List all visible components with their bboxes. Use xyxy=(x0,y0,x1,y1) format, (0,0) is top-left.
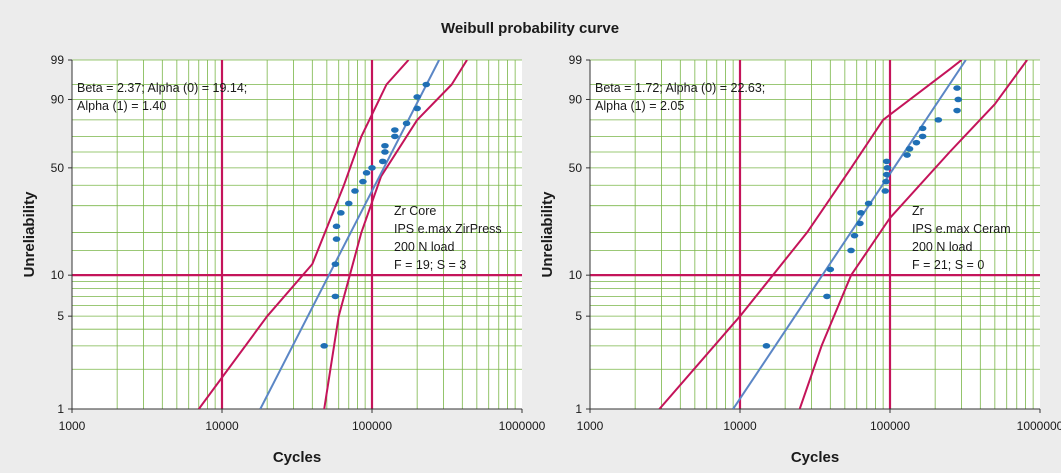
data-point xyxy=(359,178,367,185)
chart-title: Weibull probability curve xyxy=(441,20,619,37)
sample-annotation: IPS e.max ZirPress xyxy=(394,222,502,236)
sample-annotation: F = 21; S = 0 xyxy=(912,258,984,272)
data-point xyxy=(331,293,340,300)
y-axis-title: Unreliability xyxy=(539,191,556,278)
x-tick-label: 1000000 xyxy=(1017,419,1061,433)
y-tick-label: 50 xyxy=(569,161,583,175)
y-tick-label: 99 xyxy=(569,53,583,67)
data-point xyxy=(368,165,376,171)
x-tick-label: 10000 xyxy=(723,419,757,433)
parameters-text: Beta = 2.37; Alpha (0) = 19.14; xyxy=(77,81,247,95)
y-tick-label: 90 xyxy=(51,92,65,106)
chart-panel-1: 1000 10000 100000 1000000 1 5 10 50 90 99 Cycles Un… xyxy=(21,53,546,466)
lower-confidence-bound xyxy=(798,60,1028,409)
x-tick-label: 100000 xyxy=(870,419,910,433)
y-tick-label: 90 xyxy=(569,92,583,106)
data-point xyxy=(413,94,421,100)
data-point xyxy=(847,247,855,254)
y-tick-label: 1 xyxy=(575,402,582,416)
data-point xyxy=(856,220,864,227)
plot-area xyxy=(590,60,1040,409)
fit-line xyxy=(732,60,967,409)
data-point xyxy=(332,236,341,242)
sample-annotation: 200 N load xyxy=(394,240,455,254)
sample-annotation: Zr Core xyxy=(394,204,436,218)
y-tick-label: 5 xyxy=(57,309,64,323)
data-point xyxy=(918,133,927,140)
data-point xyxy=(905,146,914,152)
y-tick-label: 99 xyxy=(51,53,65,67)
data-point xyxy=(857,210,865,216)
y-axis-title: Unreliability xyxy=(21,191,38,278)
y-tick-label: 5 xyxy=(575,309,582,323)
data-point xyxy=(381,142,389,149)
y-tick-label: 1 xyxy=(57,402,64,416)
data-point xyxy=(918,125,927,132)
data-point xyxy=(762,343,771,349)
data-point xyxy=(953,85,961,91)
data-point xyxy=(391,127,399,133)
x-axis-title: Cycles xyxy=(273,449,321,466)
x-axis-title: Cycles xyxy=(791,449,839,466)
sample-annotation: IPS e.max Ceram xyxy=(912,222,1011,236)
data-point xyxy=(864,200,873,207)
x-tick-label: 1000000 xyxy=(499,419,546,433)
chart-panel-2: 1000 10000 100000 1000000 1 5 10 50 90 99 Cycles Un… xyxy=(539,53,1061,466)
upper-confidence-bound xyxy=(658,60,963,409)
grid xyxy=(590,59,1040,409)
data-point xyxy=(953,107,961,114)
data-point xyxy=(351,188,359,194)
data-point xyxy=(826,266,835,273)
data-point xyxy=(344,200,353,207)
data-point xyxy=(331,261,340,267)
x-tick-label: 1000 xyxy=(577,419,604,433)
data-point xyxy=(850,232,859,239)
data-point xyxy=(823,293,831,300)
x-tick-label: 100000 xyxy=(352,419,392,433)
data-point xyxy=(882,178,890,185)
chart-panels: 1000 10000 100000 1000000 1 5 10 50 90 99 Cycles Un… xyxy=(21,53,1061,466)
data-point xyxy=(882,171,891,178)
grid xyxy=(72,59,522,409)
y-tick-label: 50 xyxy=(51,161,65,175)
data-point xyxy=(882,158,891,165)
data-point xyxy=(337,210,345,216)
x-tick-label: 1000 xyxy=(59,419,86,433)
data-point xyxy=(378,158,387,165)
data-point xyxy=(362,170,371,176)
upper-confidence-bound xyxy=(197,60,410,409)
data-point xyxy=(934,117,943,123)
x-tick-label: 10000 xyxy=(205,419,239,433)
data-point xyxy=(912,139,921,146)
parameters-text: Beta = 1.72; Alpha (0) = 22.63; xyxy=(595,81,765,95)
sample-annotation: Zr xyxy=(912,204,924,218)
data-point xyxy=(903,152,911,158)
sample-annotation: 200 N load xyxy=(912,240,973,254)
sample-annotation: F = 19; S = 3 xyxy=(394,258,466,272)
data-point xyxy=(332,223,341,230)
data-point xyxy=(422,81,431,88)
parameters-text: Alpha (1) = 2.05 xyxy=(595,99,684,113)
data-point xyxy=(881,188,890,194)
data-point xyxy=(413,105,421,112)
data-point xyxy=(381,149,389,155)
data-point xyxy=(954,96,963,103)
data-point xyxy=(391,133,399,140)
plot-area xyxy=(72,60,522,409)
data-point xyxy=(402,120,411,127)
fit-line xyxy=(259,60,440,409)
y-tick-label: 10 xyxy=(51,268,65,282)
parameters-text: Alpha (1) = 1.40 xyxy=(77,99,166,113)
lower-confidence-bound xyxy=(323,60,468,409)
data-point xyxy=(883,165,892,171)
data-point xyxy=(320,343,328,349)
y-tick-label: 10 xyxy=(569,268,583,282)
